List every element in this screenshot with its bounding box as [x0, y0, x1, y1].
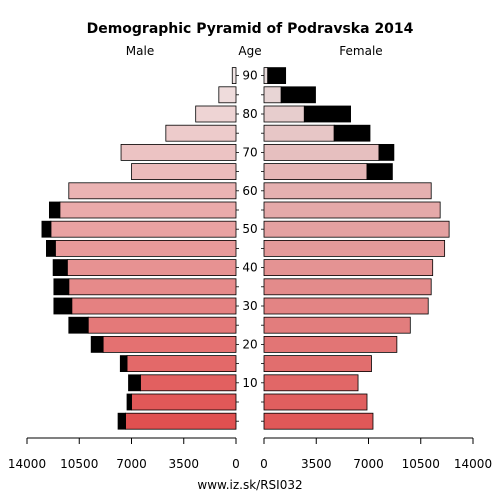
female-bar-35-39 — [263, 278, 432, 296]
male-excess-bar-0-4 — [117, 412, 126, 430]
male-excess-bar-30-34 — [53, 297, 73, 315]
male-bar-15-19 — [126, 355, 237, 373]
male-x-tick-label: 10500 — [60, 457, 98, 471]
chart-title: Demographic Pyramid of Podravska 2014 — [87, 21, 414, 37]
female-bar-50-54 — [263, 220, 450, 238]
bars-group — [41, 67, 450, 430]
male-bar-70-74 — [120, 143, 237, 161]
female-excess-bar-85-89 — [280, 86, 316, 104]
age-tick-label: 60 — [242, 184, 257, 198]
female-bar-65-69 — [263, 163, 368, 181]
male-x-tick-label: 0 — [232, 457, 240, 471]
age-tick-label: 40 — [242, 261, 257, 275]
female-excess-bar-90+ — [267, 67, 287, 84]
female-bar-20-24 — [263, 335, 398, 353]
male-bar-40-44 — [66, 259, 237, 277]
male-excess-bar-10-14 — [128, 374, 141, 392]
female-bar-75-79 — [263, 124, 335, 142]
male-bar-5-9 — [131, 393, 237, 411]
male-excess-bar-45-49 — [46, 239, 56, 257]
female-excess-bar-75-79 — [333, 124, 371, 142]
age-tick-label: 10 — [242, 376, 257, 390]
male-excess-bar-55-59 — [48, 201, 61, 219]
male-x-tick-label: 3500 — [168, 457, 199, 471]
footer-source: www.iz.sk/RSI032 — [197, 478, 302, 492]
female-bar-15-19 — [263, 355, 372, 373]
male-excess-bar-40-44 — [52, 259, 68, 277]
female-x-tick-label: 0 — [260, 457, 268, 471]
female-label: Female — [339, 44, 382, 58]
male-bar-80-84 — [195, 105, 237, 123]
female-bar-0-4 — [263, 412, 374, 430]
female-x-tick-label: 3500 — [301, 457, 332, 471]
male-excess-bar-5-9 — [126, 393, 132, 411]
male-bar-50-54 — [50, 220, 237, 238]
male-bar-35-39 — [68, 278, 237, 296]
male-bar-10-14 — [140, 374, 237, 392]
female-bar-40-44 — [263, 259, 434, 277]
male-bar-60-64 — [68, 182, 237, 200]
male-excess-bar-35-39 — [53, 278, 70, 296]
age-tick-label: 90 — [242, 69, 257, 83]
axes-group: 10 20 30 40 50 60 70 80 90 14000 10500 7000 3500 0 0 35… — [8, 69, 492, 471]
age-tick-label: 50 — [242, 222, 257, 236]
female-bar-5-9 — [263, 393, 368, 411]
age-tick-label: 70 — [242, 145, 257, 159]
female-excess-bar-70-74 — [378, 143, 395, 161]
male-x-tick-label: 7000 — [116, 457, 147, 471]
male-bar-75-79 — [165, 124, 237, 142]
male-label: Male — [126, 44, 154, 58]
age-tick-label: 80 — [242, 107, 257, 121]
male-excess-bar-50-54 — [41, 220, 52, 238]
female-bar-85-89 — [263, 86, 282, 104]
female-bar-55-59 — [263, 201, 441, 219]
female-bar-80-84 — [263, 105, 305, 123]
male-bar-20-24 — [102, 335, 237, 353]
age-tick-label: 30 — [242, 299, 257, 313]
female-bar-90+ — [263, 67, 269, 84]
male-bar-65-69 — [131, 163, 237, 181]
male-excess-bar-15-19 — [119, 355, 128, 373]
male-bar-45-49 — [54, 239, 237, 257]
male-bar-55-59 — [59, 201, 237, 219]
female-x-tick-label: 7000 — [353, 457, 384, 471]
female-x-tick-label: 10500 — [402, 457, 440, 471]
male-bar-90+ — [231, 67, 237, 84]
male-x-tick-label: 14000 — [8, 457, 46, 471]
male-bar-30-34 — [71, 297, 237, 315]
female-x-tick-label: 14000 — [454, 457, 492, 471]
female-excess-bar-80-84 — [303, 105, 351, 123]
male-bar-25-29 — [87, 316, 237, 334]
female-bar-25-29 — [263, 316, 411, 334]
male-excess-bar-25-29 — [68, 316, 89, 334]
female-excess-bar-65-69 — [366, 163, 393, 181]
female-bar-60-64 — [263, 182, 432, 200]
female-bar-10-14 — [263, 374, 359, 392]
age-tick-label: 20 — [242, 337, 257, 351]
female-bar-30-34 — [263, 297, 429, 315]
male-bar-85-89 — [218, 86, 237, 104]
male-bar-0-4 — [125, 412, 237, 430]
age-label: Age — [238, 44, 261, 58]
female-bar-45-49 — [263, 239, 446, 257]
female-bar-70-74 — [263, 143, 380, 161]
male-excess-bar-20-24 — [90, 335, 104, 353]
